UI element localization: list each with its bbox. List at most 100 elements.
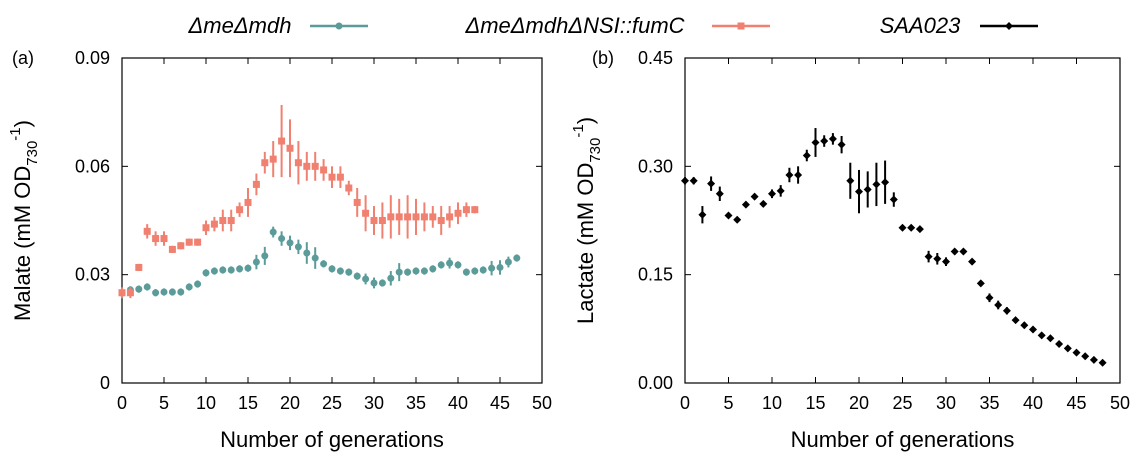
marker — [202, 224, 210, 232]
marker — [126, 289, 134, 297]
marker — [185, 283, 193, 291]
marker — [724, 211, 733, 220]
legend-label: ΔmeΔmdh — [188, 13, 292, 38]
marker — [715, 189, 724, 198]
x-tick-label: 15 — [238, 393, 258, 413]
y-axis-title-part: Lactate (mM OD — [573, 163, 598, 324]
marker — [412, 213, 420, 221]
y-axis-title-part: 730 — [587, 138, 604, 163]
y-tick-label: 0.00 — [638, 373, 673, 393]
marker — [741, 200, 750, 209]
marker — [959, 247, 968, 256]
marker — [1089, 355, 1098, 364]
marker — [1081, 352, 1090, 361]
marker — [933, 254, 942, 263]
marker — [210, 220, 218, 228]
y-tick-label: 0.45 — [638, 48, 673, 68]
panel-label: (a) — [12, 48, 34, 68]
marker — [863, 185, 872, 194]
marker — [471, 206, 479, 214]
marker — [907, 223, 916, 232]
y-axis-title-part: ) — [573, 117, 598, 124]
marker — [252, 180, 260, 188]
marker — [446, 213, 454, 221]
marker — [681, 176, 689, 185]
marker — [513, 254, 521, 262]
marker — [269, 228, 277, 236]
x-tick-label: 40 — [1023, 393, 1043, 413]
marker — [311, 162, 319, 170]
marker — [496, 263, 504, 271]
x-tick-label: 30 — [936, 393, 956, 413]
marker — [328, 265, 336, 273]
marker — [733, 215, 742, 224]
x-tick-label: 25 — [892, 393, 912, 413]
marker — [1002, 306, 1011, 315]
marker — [889, 195, 898, 204]
y-axis-title: Malate (mM OD730-1) — [7, 120, 41, 321]
marker — [177, 288, 185, 296]
y-axis-title-part: Malate (mM OD — [10, 166, 35, 321]
marker — [160, 235, 168, 243]
marker — [320, 166, 328, 174]
marker — [462, 206, 470, 214]
x-tick-label: 0 — [117, 393, 127, 413]
x-tick-label: 0 — [680, 393, 690, 413]
x-tick-label: 10 — [762, 393, 782, 413]
marker — [236, 265, 244, 273]
marker — [227, 217, 235, 224]
marker — [488, 264, 496, 272]
marker — [1046, 334, 1055, 343]
marker — [985, 293, 994, 302]
marker — [950, 247, 959, 256]
x-tick-label: 35 — [406, 393, 426, 413]
marker — [471, 267, 479, 275]
marker — [811, 138, 820, 147]
marker — [269, 155, 277, 163]
marker — [768, 189, 776, 198]
y-axis-title-part: -1 — [570, 124, 587, 137]
x-tick-label: 15 — [805, 393, 825, 413]
x-tick-label: 30 — [364, 393, 384, 413]
marker — [420, 267, 428, 275]
y-axis-title-part: 730 — [24, 141, 41, 166]
legend-label: SAA023 — [880, 13, 961, 38]
marker — [454, 209, 462, 217]
marker — [362, 275, 370, 283]
marker — [219, 217, 227, 224]
marker — [210, 267, 218, 275]
panel: 0 5 10 15 20 25 30 35 40 45 50 0.00 0.15 0.30 0.45 Numb… — [570, 48, 1130, 452]
marker — [479, 266, 487, 274]
marker — [898, 223, 907, 232]
marker — [194, 280, 202, 288]
marker — [420, 213, 428, 221]
marker — [252, 258, 260, 266]
marker — [846, 176, 855, 185]
marker — [278, 137, 286, 145]
marker — [244, 198, 252, 206]
marker — [160, 288, 168, 296]
marker — [370, 217, 378, 224]
marker — [335, 22, 343, 30]
marker — [118, 289, 126, 297]
marker — [152, 289, 160, 297]
marker — [177, 242, 185, 250]
y-axis-title-part: ) — [10, 120, 35, 127]
y-tick-label: 0.30 — [638, 156, 673, 176]
marker — [872, 180, 881, 189]
y-tick-label: 0.03 — [75, 265, 110, 285]
x-tick-label: 20 — [849, 393, 869, 413]
marker — [303, 162, 311, 170]
x-tick-label: 50 — [1110, 393, 1130, 413]
marker — [1005, 22, 1013, 30]
marker — [429, 213, 437, 221]
x-tick-label: 10 — [196, 393, 216, 413]
marker — [336, 267, 344, 275]
marker — [353, 272, 361, 280]
plot-frame — [121, 57, 543, 384]
marker — [759, 199, 768, 208]
x-tick-label: 45 — [490, 393, 510, 413]
marker — [378, 279, 386, 287]
x-tick-label: 45 — [1066, 393, 1086, 413]
